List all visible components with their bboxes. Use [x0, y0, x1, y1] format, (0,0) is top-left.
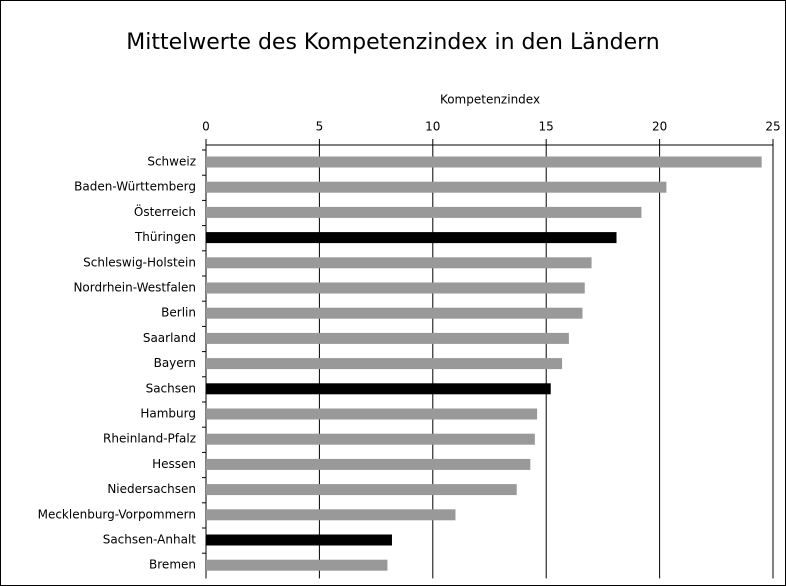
bar [206, 257, 592, 269]
y-tick-label: Bremen [149, 558, 196, 572]
x-tick-label: 0 [202, 120, 210, 134]
bar [206, 484, 517, 496]
y-tick-label: Mecklenburg-Vorpommern [38, 507, 196, 521]
x-tick-label: 20 [652, 120, 667, 134]
bar [206, 181, 667, 193]
bar [206, 408, 538, 420]
bar [206, 282, 585, 294]
bar [206, 534, 392, 546]
bar [206, 358, 563, 370]
bar [206, 206, 642, 218]
y-tick-label: Schweiz [147, 155, 196, 169]
bar [206, 307, 583, 319]
y-tick-label: Hamburg [140, 407, 196, 421]
y-tick-label: Baden-Württemberg [74, 180, 196, 194]
bar [206, 509, 456, 521]
x-axis-label: Kompetenzindex [440, 93, 540, 107]
y-tick-label: Nordrhein-Westfalen [73, 281, 196, 295]
bar [206, 383, 551, 395]
y-tick-label: Schleswig-Holstein [83, 255, 196, 269]
y-tick-label: Niedersachsen [107, 482, 196, 496]
y-tick-label: Sachsen-Anhalt [103, 533, 197, 547]
y-tick-label: Thüringen [134, 230, 196, 244]
y-tick-label: Berlin [161, 306, 196, 320]
bar [206, 232, 617, 244]
x-tick-label: 5 [316, 120, 324, 134]
bar [206, 458, 531, 470]
y-tick-label: Österreich [134, 203, 196, 219]
x-tick-label: 10 [425, 120, 440, 134]
bar [206, 156, 762, 168]
x-tick-label: 15 [539, 120, 554, 134]
x-tick-label: 25 [765, 120, 780, 134]
chart-title: Mittelwerte des Kompetenzindex in den Lä… [126, 30, 660, 55]
bar [206, 332, 569, 344]
y-tick-label: Hessen [152, 457, 196, 471]
y-tick-label: Rheinland-Pfalz [103, 432, 196, 446]
y-tick-label: Bayern [154, 356, 196, 370]
bar [206, 433, 535, 445]
y-tick-label: Saarland [143, 331, 196, 345]
bar [206, 559, 388, 571]
y-tick-label: Sachsen [146, 381, 196, 395]
